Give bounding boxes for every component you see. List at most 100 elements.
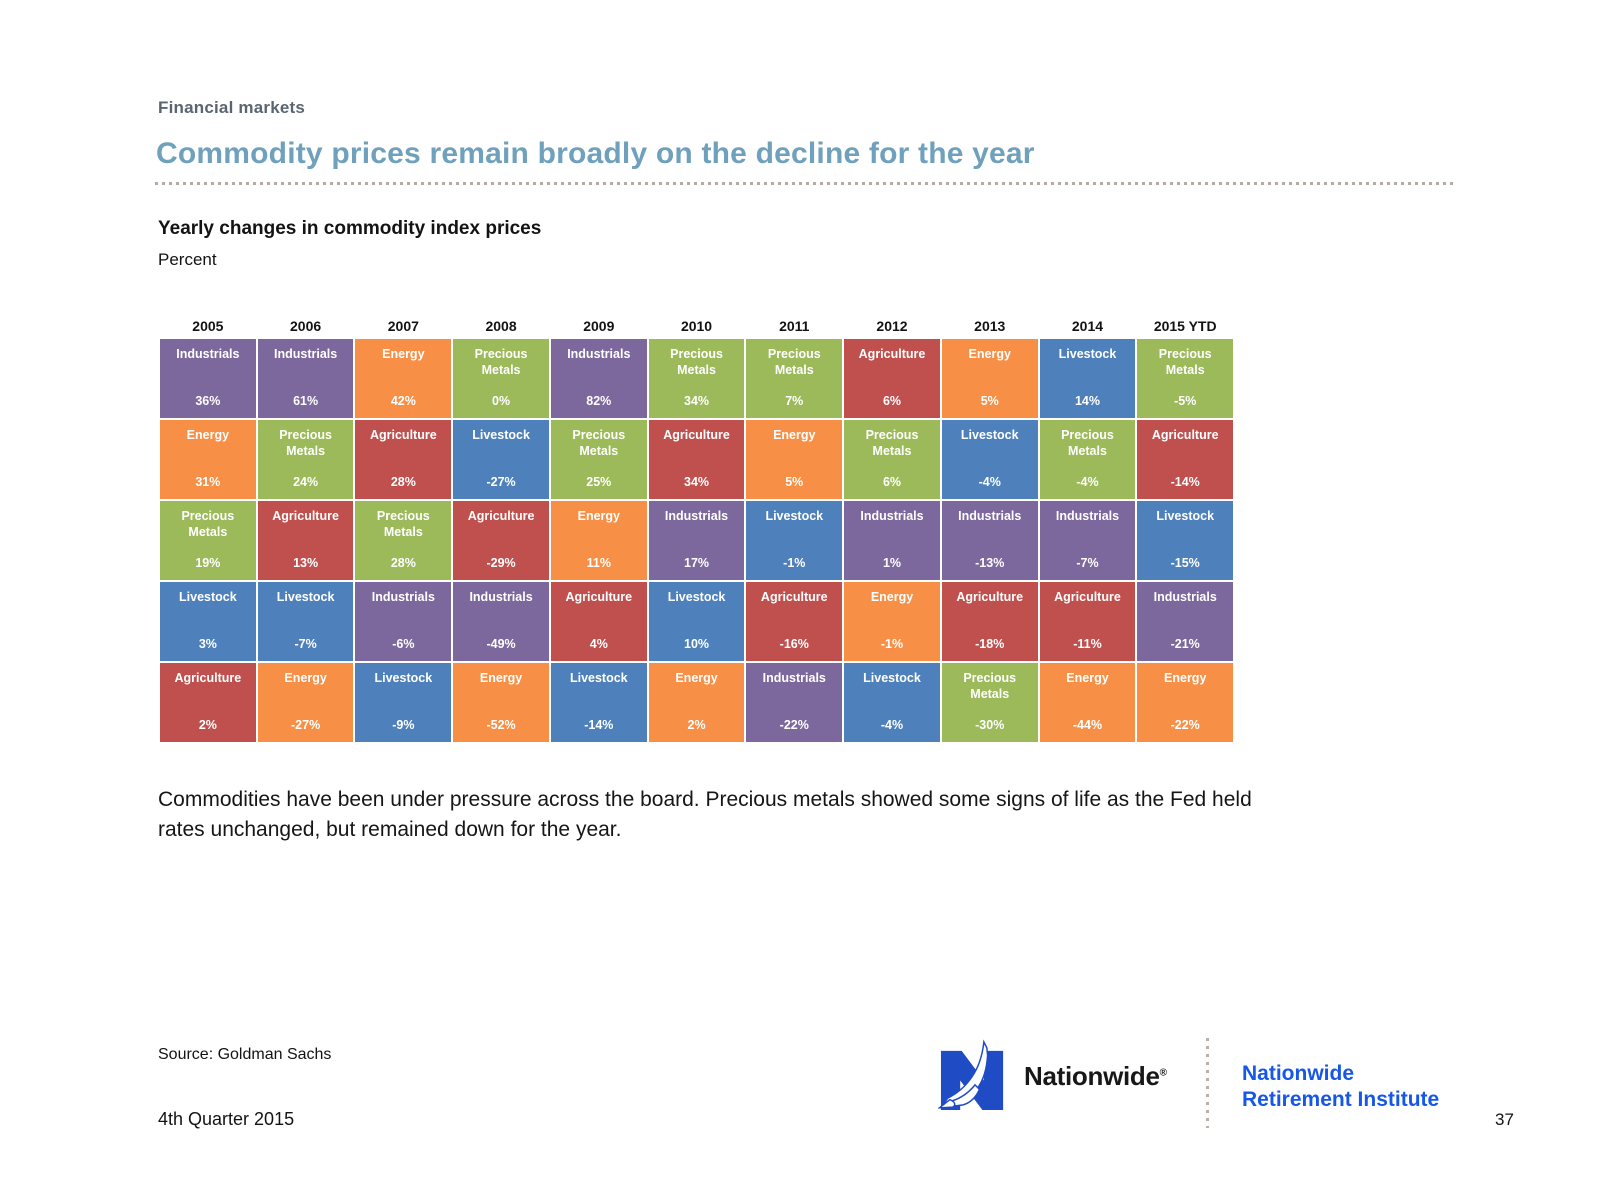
registered-mark: ® [1159, 1066, 1167, 1078]
cell-label: Agriculture [663, 428, 730, 442]
cell-value: -22% [779, 718, 809, 732]
commodity-quilt-chart: 2005 Industrials 36% Energy 31% Precious Meta… [160, 318, 1234, 742]
quilt-column-2009: 2009 Industrials 82% Precious Metals 25% Ener… [550, 318, 647, 742]
cell-label: Livestock [765, 509, 824, 523]
cell-label: Industrials [958, 509, 1022, 523]
quilt-cell: Precious Metals 25% [550, 420, 647, 499]
cell-label: Energy [479, 671, 523, 685]
cell-label: Agriculture [174, 671, 242, 685]
cell-label: Precious Metals [670, 347, 723, 377]
quilt-column-2006: 2006 Industrials 61% Precious Metals 24% Agri… [257, 318, 354, 742]
year-label: 2009 [583, 318, 615, 334]
institute-name: Nationwide Retirement Institute [1242, 1061, 1439, 1114]
cell-value: -7% [1076, 556, 1099, 570]
cell-label: Industrials [1153, 590, 1217, 604]
quilt-cell: Precious Metals 28% [355, 501, 452, 580]
cell-label: Industrials [664, 509, 729, 523]
quilt-cell: Energy 31% [160, 420, 256, 499]
quilt-cell: Precious Metals 7% [746, 339, 843, 418]
cell-label: Agriculture [1054, 590, 1121, 604]
cell-label: Agriculture [760, 590, 828, 604]
cell-label: Livestock [179, 590, 237, 604]
quilt-cell: Industrials -7% [1039, 501, 1136, 580]
cell-label: Energy [382, 347, 425, 361]
cell-value: -1% [880, 637, 904, 651]
cell-label: Energy [968, 347, 1011, 361]
cell-value: 34% [684, 394, 710, 408]
cell-value: 6% [882, 475, 902, 489]
cell-value: -11% [1073, 637, 1102, 651]
cell-label: Livestock [863, 671, 921, 685]
year-label: 2012 [876, 318, 908, 334]
quilt-cell: Agriculture -18% [941, 582, 1038, 661]
quilt-cell: Industrials -13% [941, 501, 1038, 580]
quilt-cell: Energy 5% [746, 420, 843, 499]
cell-value: -15% [1170, 556, 1200, 570]
quilt-column-2013: 2013 Energy 5% Livestock -4% Industrials -13% A… [941, 318, 1038, 742]
page-number: 37 [1495, 1110, 1514, 1129]
cell-label: Industrials [762, 671, 826, 685]
cell-value: -4% [880, 718, 904, 732]
cell-value: 19% [195, 556, 221, 570]
quilt-cell: Agriculture 4% [550, 582, 647, 661]
cell-value: 5% [980, 394, 999, 408]
cell-label: Agriculture [1151, 428, 1219, 442]
quilt-cell: Livestock 10% [648, 582, 745, 661]
cell-value: 61% [293, 394, 319, 408]
cell-value: -4% [1076, 475, 1099, 489]
cell-label: Energy [284, 671, 327, 685]
cell-value: 28% [390, 556, 416, 570]
chart-title: Yearly changes in commodity index prices [158, 218, 542, 239]
quilt-cell: Industrials -6% [355, 582, 452, 661]
quilt-cell: Industrials -49% [453, 582, 549, 661]
year-label: 2011 [779, 318, 810, 334]
year-label: 2008 [485, 318, 517, 334]
cell-value: 7% [785, 394, 804, 408]
cell-value: 17% [684, 556, 710, 570]
quilt-cell: Livestock -7% [257, 582, 354, 661]
title-divider [155, 182, 1457, 185]
cell-value: 5% [785, 475, 804, 489]
quilt-cell: Energy -22% [1137, 663, 1234, 742]
cell-value: 34% [684, 475, 710, 489]
cell-label: Agriculture [565, 590, 633, 604]
quilt-cell: Agriculture 13% [257, 501, 354, 580]
cell-value: 31% [195, 475, 221, 489]
cell-value: 6% [882, 394, 902, 408]
quilt-cell: Livestock -9% [355, 663, 452, 742]
quilt-cell: Energy -44% [1039, 663, 1136, 742]
cell-value: 2% [687, 718, 706, 732]
cell-value: -18% [975, 637, 1005, 651]
cell-value: 1% [882, 556, 902, 570]
cell-label: Energy [577, 509, 620, 523]
quilt-column-2012: 2012 Agriculture 6% Precious Metals 6% Indust… [844, 318, 940, 742]
body-text: Commodities have been under pressure acr… [158, 788, 1252, 842]
quilt-cell: Livestock -27% [453, 420, 549, 499]
year-label: 2010 [680, 318, 713, 334]
quilt-cell: Agriculture 28% [355, 420, 452, 499]
nationwide-wordmark: Nationwide® [1024, 1060, 1167, 1091]
cell-label: Industrials [1055, 509, 1120, 523]
quilt-cell: Precious Metals 24% [257, 420, 354, 499]
cell-value: -6% [392, 637, 415, 651]
cell-label: Precious Metals [474, 347, 528, 377]
cell-label: Industrials [469, 590, 533, 604]
quilt-cell: Livestock -1% [746, 501, 843, 580]
cell-label: Precious Metals [181, 509, 235, 539]
cell-value: 25% [586, 475, 612, 489]
cell-value: -22% [1170, 718, 1200, 732]
quilt-column-2008: 2008 Precious Metals 0% Livestock -27% Agricu… [453, 318, 549, 742]
cell-label: Agriculture [956, 590, 1024, 604]
quilt-cell: Precious Metals -30% [941, 663, 1038, 742]
cell-value: 24% [293, 475, 319, 489]
quilt-column-2015-ytd: 2015 YTD Precious Metals -5% Agriculture -14… [1137, 318, 1234, 742]
quilt-cell: Precious Metals -5% [1137, 339, 1234, 418]
quilt-cell: Industrials 17% [648, 501, 745, 580]
cell-label: Industrials [567, 347, 631, 361]
quilt-column-2010: 2010 Precious Metals 34% Agriculture 34% Indu… [648, 318, 745, 742]
quilt-column-2011: 2011 Precious Metals 7% Energy 5% Livestock -1… [746, 318, 843, 742]
cell-label: Energy [870, 590, 914, 604]
cell-label: Livestock [960, 428, 1019, 442]
quilt-cell: Energy 42% [355, 339, 452, 418]
